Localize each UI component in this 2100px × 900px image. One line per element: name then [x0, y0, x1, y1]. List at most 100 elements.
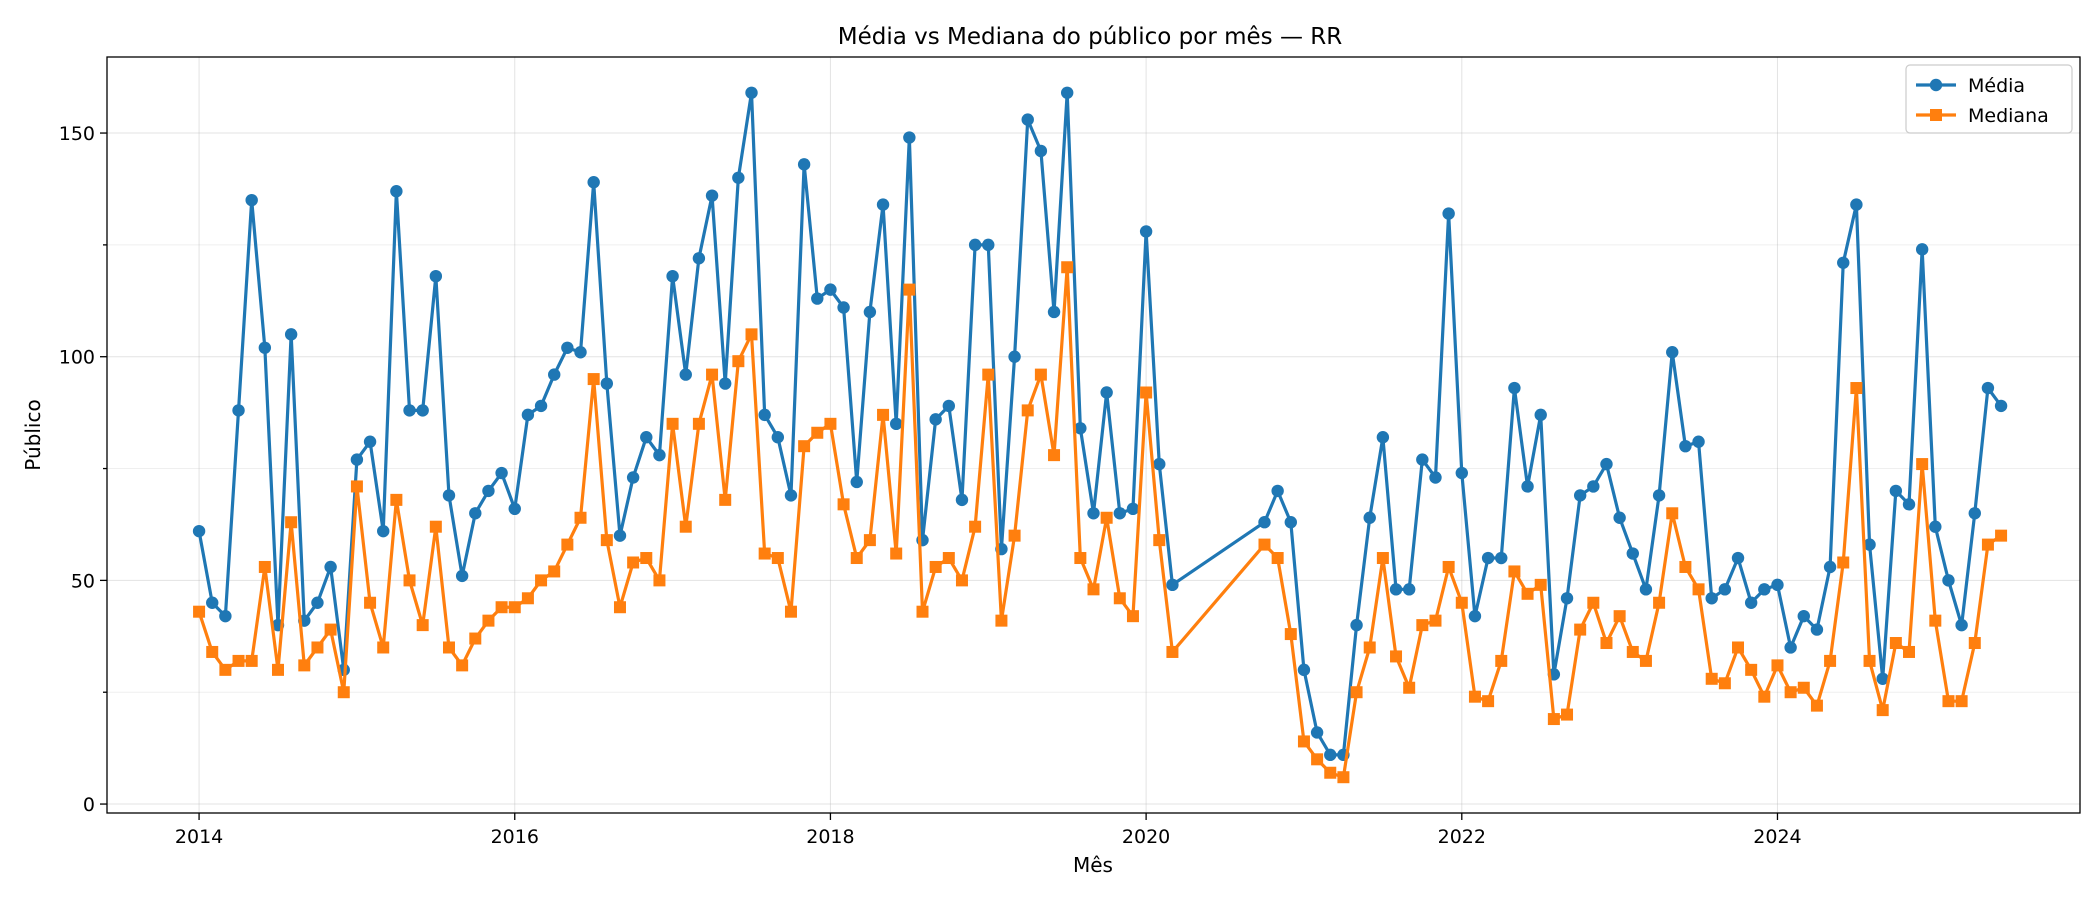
- data-point: [1613, 511, 1626, 524]
- data-point: [377, 641, 390, 654]
- data-point: [732, 171, 745, 184]
- legend-marker: [1929, 78, 1943, 92]
- data-point: [1534, 578, 1547, 591]
- data-point: [1626, 547, 1639, 560]
- data-point: [1902, 498, 1916, 511]
- x-tick-label: 2024: [1753, 826, 1801, 848]
- data-point: [640, 552, 653, 565]
- data-point: [574, 346, 587, 359]
- data-point: [1258, 538, 1271, 551]
- y-tick-label: 150: [59, 123, 95, 145]
- data-point: [1679, 439, 1692, 453]
- data-point: [666, 417, 679, 430]
- data-point: [706, 368, 719, 381]
- data-point: [890, 417, 903, 431]
- data-point: [1324, 748, 1337, 762]
- data-point: [1692, 583, 1705, 596]
- data-point: [1455, 596, 1468, 609]
- data-point: [1810, 699, 1823, 712]
- data-point: [863, 534, 876, 547]
- data-point: [1876, 704, 1889, 717]
- data-point: [1745, 663, 1758, 676]
- data-point: [245, 193, 258, 207]
- data-point: [219, 663, 232, 676]
- data-point: [324, 560, 337, 574]
- data-point: [495, 466, 508, 480]
- data-point: [442, 641, 455, 654]
- data-point: [1153, 457, 1166, 471]
- data-point: [1732, 641, 1745, 654]
- data-point: [811, 292, 824, 305]
- data-point: [1271, 484, 1284, 498]
- legend: Média Mediana: [1905, 64, 2073, 134]
- data-point: [1903, 645, 1916, 658]
- legend-item: Média: [1916, 75, 2025, 97]
- x-axis-ticks: 2014 2016 2018 2020 2022 2024: [175, 813, 1802, 848]
- data-point: [1744, 596, 1758, 609]
- data-point: [824, 283, 837, 296]
- plot-frame: [106, 56, 2081, 814]
- data-point: [1626, 645, 1639, 658]
- data-point: [1561, 708, 1574, 721]
- data-point: [1547, 713, 1560, 726]
- data-point: [942, 552, 955, 565]
- data-point: [1889, 637, 1902, 650]
- data-point: [193, 605, 206, 618]
- data-point: [666, 269, 679, 283]
- legend-item: Mediana: [1916, 105, 2049, 127]
- data-point: [456, 659, 469, 672]
- data-point: [1850, 382, 1863, 395]
- data-point: [1060, 86, 1074, 99]
- x-tick-label: 2018: [806, 826, 854, 848]
- data-point: [258, 560, 271, 573]
- data-point: [1126, 610, 1139, 623]
- data-point: [416, 619, 429, 632]
- data-point: [1876, 672, 1889, 685]
- grid: [107, 57, 2080, 813]
- data-point: [1166, 578, 1179, 592]
- data-point: [1350, 618, 1363, 632]
- data-point: [390, 493, 403, 506]
- data-point: [1705, 672, 1718, 685]
- data-point: [955, 493, 969, 507]
- data-point: [1718, 583, 1732, 596]
- data-point: [363, 435, 377, 448]
- data-point: [1521, 480, 1534, 493]
- data-point: [377, 524, 390, 538]
- data-point: [1416, 619, 1429, 632]
- y-axis-ticks: 0 50 100 150: [59, 123, 107, 816]
- data-point: [1495, 654, 1508, 667]
- data-point: [1850, 198, 1863, 211]
- data-point: [1429, 614, 1442, 627]
- data-point: [1390, 650, 1403, 663]
- x-tick-label: 2014: [175, 826, 223, 848]
- data-point: [1008, 529, 1021, 542]
- data-point: [1981, 538, 1994, 551]
- data-point: [495, 601, 508, 614]
- data-point: [1758, 583, 1771, 596]
- data-point: [1666, 507, 1679, 520]
- data-point: [1442, 207, 1455, 220]
- data-point: [890, 547, 903, 560]
- x-tick-label: 2020: [1122, 826, 1170, 848]
- data-point: [824, 417, 837, 430]
- data-point: [1429, 471, 1442, 484]
- data-point: [600, 534, 613, 547]
- data-point: [982, 368, 995, 381]
- data-point: [429, 520, 442, 533]
- data-point: [903, 131, 916, 144]
- data-point: [863, 305, 877, 319]
- data-point: [600, 377, 614, 390]
- data-point: [653, 448, 666, 462]
- data-point: [1047, 305, 1061, 319]
- data-point: [1797, 609, 1810, 623]
- data-point: [1824, 654, 1837, 667]
- data-point: [1481, 551, 1495, 565]
- data-point: [1653, 596, 1666, 609]
- data-point: [535, 574, 548, 587]
- data-point: [1021, 404, 1034, 417]
- data-point: [1284, 628, 1297, 641]
- data-point: [1560, 592, 1574, 605]
- data-point: [1074, 552, 1087, 565]
- y-tick-label: 50: [71, 570, 95, 592]
